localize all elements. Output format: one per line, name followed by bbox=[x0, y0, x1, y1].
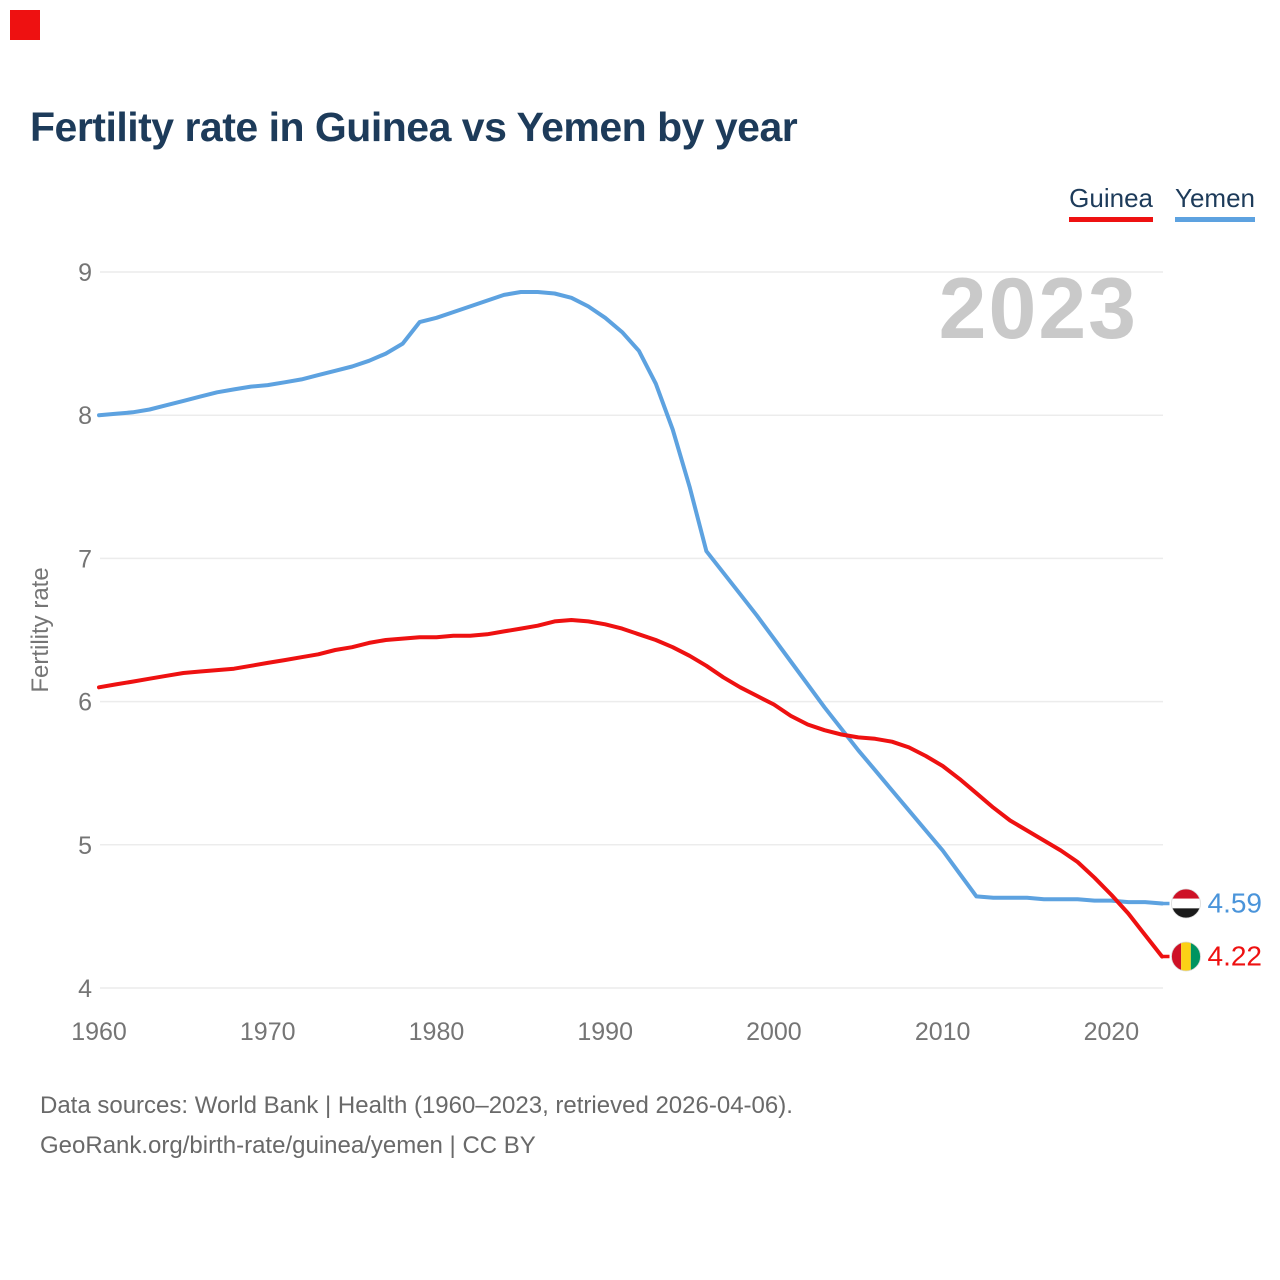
footer: Data sources: World Bank | Health (1960–… bbox=[40, 1086, 793, 1166]
legend-label-yemen: Yemen bbox=[1175, 183, 1255, 213]
line-chart: 4 5 6 7 8 9 1960 1970 1980 1990 2000 2010 2020 Fertil… bbox=[27, 259, 1263, 1046]
x-tick-1980: 1980 bbox=[409, 1018, 465, 1046]
x-tick-1970: 1970 bbox=[240, 1018, 296, 1046]
series-line-yemen[interactable] bbox=[97, 290, 1164, 906]
legend-swatch-yemen bbox=[1175, 217, 1255, 222]
guinea-flag-stripe bbox=[1181, 941, 1191, 971]
series-line-guinea[interactable] bbox=[97, 618, 1164, 959]
guinea-flag-stripe bbox=[1171, 941, 1182, 971]
yemen-flag-stripe bbox=[1171, 908, 1201, 919]
legend: Guinea Yemen bbox=[1069, 183, 1255, 222]
guinea-flag-icon bbox=[1171, 941, 1201, 971]
end-value-label-guinea: 4.22 bbox=[1208, 940, 1263, 971]
end-value-label-yemen: 4.59 bbox=[1208, 888, 1263, 919]
guinea-flag-stripe bbox=[1190, 941, 1201, 971]
footer-sources: Data sources: World Bank | Health (1960–… bbox=[40, 1092, 793, 1119]
x-tick-2020: 2020 bbox=[1084, 1018, 1140, 1046]
yemen-flag-icon bbox=[1171, 889, 1201, 919]
legend-label-guinea: Guinea bbox=[1069, 183, 1153, 213]
x-tick-2000: 2000 bbox=[746, 1018, 802, 1046]
y-tick-6: 6 bbox=[78, 689, 92, 717]
y-axis-label: Fertility rate bbox=[27, 567, 54, 692]
brand-mark bbox=[10, 10, 40, 40]
legend-item-guinea[interactable]: Guinea bbox=[1069, 183, 1153, 222]
y-tick-5: 5 bbox=[78, 832, 92, 860]
y-tick-8: 8 bbox=[78, 402, 92, 430]
year-watermark: 2023 bbox=[938, 261, 1138, 357]
guinea-flag-outline bbox=[1171, 941, 1201, 972]
x-tick-1960: 1960 bbox=[71, 1018, 127, 1046]
yemen-flag-outline bbox=[1171, 888, 1201, 919]
x-tick-1990: 1990 bbox=[577, 1018, 633, 1046]
yemen-flag-stripe bbox=[1171, 898, 1201, 909]
legend-item-yemen[interactable]: Yemen bbox=[1175, 183, 1255, 222]
yemen-flag-stripe bbox=[1171, 889, 1201, 899]
y-tick-7: 7 bbox=[78, 545, 92, 573]
footer-attribution[interactable]: GeoRank.org/birth-rate/guinea/yemen | CC… bbox=[40, 1132, 536, 1159]
y-tick-4: 4 bbox=[78, 975, 92, 1003]
x-tick-2010: 2010 bbox=[915, 1018, 971, 1046]
page-title: Fertility rate in Guinea vs Yemen by yea… bbox=[30, 104, 798, 150]
legend-swatch-guinea bbox=[1069, 217, 1153, 222]
y-tick-9: 9 bbox=[78, 259, 92, 287]
